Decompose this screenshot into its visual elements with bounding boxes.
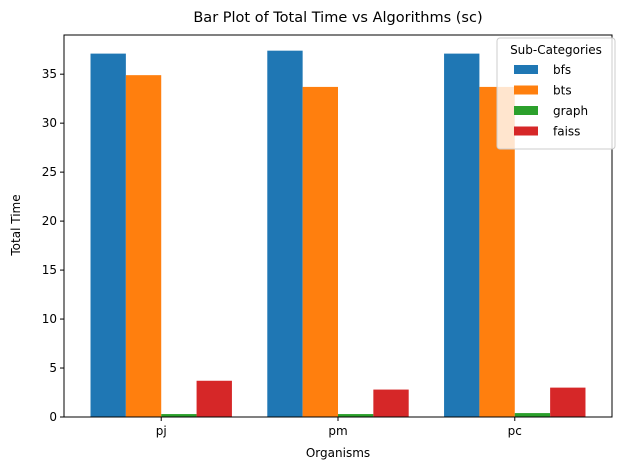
y-tick-label: 0 (49, 410, 57, 424)
y-tick-label: 35 (42, 67, 57, 81)
y-tick-label: 10 (42, 312, 57, 326)
y-tick-label: 20 (42, 214, 57, 228)
x-tick-label-pc: pc (508, 424, 522, 438)
y-tick-label: 25 (42, 165, 57, 179)
x-tick-label-pj: pj (156, 424, 167, 438)
legend-title: Sub-Categories (510, 43, 602, 57)
x-tick-label-pm: pm (328, 424, 347, 438)
bar-bfs-pc (444, 53, 480, 418)
y-tick-label: 15 (42, 263, 57, 277)
legend-label-bfs: bfs (553, 63, 571, 77)
legend-label-faiss: faiss (553, 125, 580, 139)
bar-graph-pj (161, 414, 197, 417)
bar-faiss-pc (550, 387, 586, 417)
legend: Sub-Categories bfs bts graph faiss (496, 37, 616, 150)
bar-bfs-pm (267, 50, 303, 418)
bar-bts-pm (302, 86, 338, 417)
legend-swatch-graph (514, 106, 538, 115)
y-axis-label: Total Time (9, 194, 23, 256)
chart-title: Bar Plot of Total Time vs Algorithms (sc… (193, 10, 482, 26)
axes-layer: 0 5 10 15 20 25 30 35 pj pm pc (42, 34, 613, 438)
bar-graph-pc (514, 413, 551, 417)
bar-bts-pj (125, 75, 162, 417)
legend-swatch-bts (514, 85, 538, 95)
bar-faiss-pj (196, 380, 232, 417)
bar-bfs-pj (90, 53, 126, 418)
bars-layer (90, 50, 586, 418)
legend-label-graph: graph (553, 104, 588, 118)
y-tick-label: 5 (49, 361, 57, 375)
legend-label-bts: bts (553, 84, 572, 98)
bar-faiss-pm (373, 389, 409, 417)
y-tick-label: 30 (42, 116, 57, 130)
bar-graph-pm (338, 414, 374, 417)
legend-swatch-faiss (514, 126, 538, 136)
x-axis-label: Organisms (306, 446, 370, 460)
legend-swatch-bfs (514, 65, 538, 74)
